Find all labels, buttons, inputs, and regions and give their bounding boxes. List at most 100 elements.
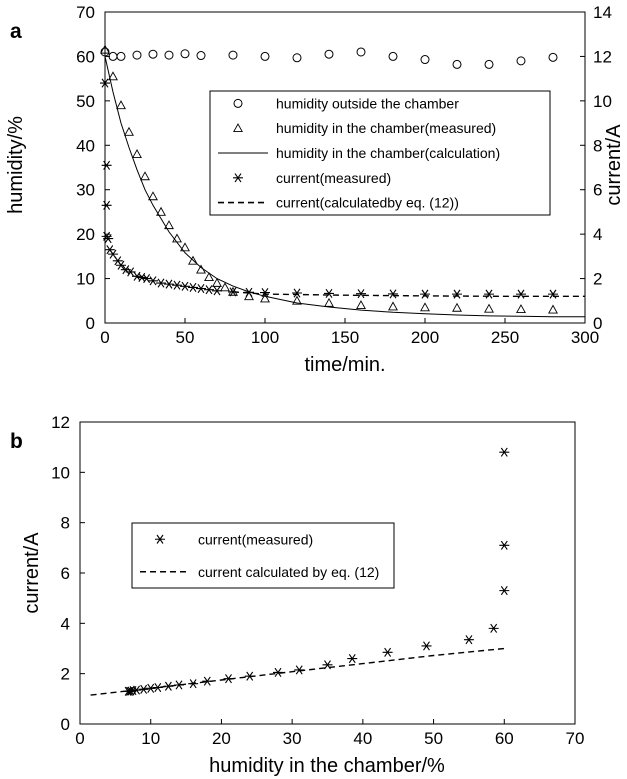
panel-a-legend-label: humidity outside the chamber: [276, 95, 459, 111]
panel-a-x-tick-label: 200: [411, 328, 439, 347]
panel-a-y2-tick-label: 8: [593, 136, 602, 155]
panel-a-data-point-3: [388, 289, 398, 299]
panel-a-data-point-1: [188, 255, 198, 265]
panel-b-x-tick-label: 50: [424, 729, 443, 748]
panel-b-legend-label: current(measured): [198, 531, 313, 547]
panel-a-y-tick-label: 0: [86, 314, 95, 333]
panel-a-data-point-3: [148, 276, 158, 286]
panel-a-panel-label: a: [10, 20, 22, 43]
panel-a-data-point-1: [108, 71, 118, 81]
panel-a-data-point-0: [132, 50, 142, 60]
panel-a-data-point-1: [484, 303, 494, 313]
panel-a-data-point-1: [452, 302, 462, 312]
panel-b-data-point-0: [463, 635, 474, 645]
panel-b-x-tick-label: 20: [212, 729, 231, 748]
panel-a-x-tick-label: 150: [331, 328, 359, 347]
panel-b-data-point-0: [347, 653, 358, 664]
panel-a-data-point-1: [212, 277, 222, 287]
panel-a-data-point-3: [516, 289, 526, 299]
panel-a-data-point-1: [420, 302, 430, 312]
panel-a-data-point-3: [100, 78, 110, 88]
panel-a-data-point-0: [164, 50, 174, 60]
panel-a-data-point-1: [156, 206, 166, 216]
panel-a-data-point-3: [260, 287, 270, 298]
panel-a-legend-marker-3: [233, 173, 243, 183]
panel-a-data-point-1: [100, 44, 110, 54]
panel-a-data-point-0: [516, 56, 526, 66]
panel-a-data-point-0: [388, 51, 398, 61]
panel-b-y-tick-label: 6: [61, 564, 70, 583]
panel-a-y-tick-label: 60: [76, 47, 95, 66]
panel-a-y-tick-label: 40: [76, 136, 95, 155]
panel-a-data-point-3: [420, 289, 430, 299]
panel-a-data-point-3: [452, 289, 462, 299]
panel-a-data-point-0: [108, 51, 118, 61]
panel-a-x-tick-label: 250: [491, 328, 519, 347]
panel-a-y2-tick-label: 6: [593, 181, 602, 200]
panel-a-y2-tick-label: 0: [593, 314, 602, 333]
panel-a-data-point-0: [420, 55, 430, 65]
panel-a-data-point-3: [324, 288, 334, 299]
panel-a-y-tick-label: 10: [76, 270, 95, 289]
panel-b-x-tick-label: 60: [495, 729, 514, 748]
panel-b-data-point-0: [499, 586, 510, 596]
panel-b-data-point-0: [382, 647, 393, 657]
panel-a-data-point-1: [292, 295, 302, 305]
panel-b-data-point-0: [499, 540, 510, 550]
panel-a-data-point-3: [116, 260, 126, 270]
panel-a-data-point-3: [188, 282, 198, 293]
panel-b-y-tick-label: 0: [61, 715, 70, 734]
panel-a-y-tick-label: 50: [76, 92, 95, 111]
panel-a-data-point-3: [101, 200, 112, 210]
panel-a-data-point-1: [388, 301, 398, 311]
panel-a-data-point-1: [124, 126, 134, 136]
panel-a-y2-tick-label: 14: [593, 3, 612, 22]
panel-a-legend-marker-0: [233, 98, 243, 108]
panel-b-y-tick-label: 2: [61, 665, 70, 684]
panel-b-series-line-1: [90, 647, 505, 696]
panel-a-data-point-0: [356, 47, 366, 57]
panel-a-data-point-3: [196, 284, 206, 294]
panel-a-data-point-1: [132, 149, 142, 158]
panel-a-data-point-3: [548, 289, 558, 299]
panel-a-y-tick-label: 30: [76, 181, 95, 200]
panel-b-data-point-0: [421, 641, 432, 651]
panel-a-x-tick-label: 100: [251, 328, 279, 347]
panel-a-data-point-1: [548, 304, 558, 314]
panel-a-legend-label: current(calculatedby eq. (12)): [276, 195, 459, 211]
panel-b-x-tick-label: 0: [75, 729, 84, 748]
panel-a-data-point-3: [212, 286, 222, 296]
panel-a-data-point-3: [141, 274, 152, 284]
panel-b-x-tick-label: 30: [283, 729, 302, 748]
panel-a-y2-tick-label: 4: [593, 225, 602, 244]
panel-b-x-tick-label: 10: [141, 729, 160, 748]
panel-a-data-point-3: [164, 279, 174, 289]
panel-b-y-tick-label: 12: [51, 413, 70, 432]
panel-a-x-tick-label: 50: [176, 328, 195, 347]
panel-b-y-tick-label: 4: [61, 614, 70, 633]
panel-a-data-point-3: [108, 249, 118, 259]
panel-a-y2-tick-label: 2: [593, 270, 602, 289]
panel-a-data-point-1: [180, 242, 190, 252]
panel-a-series-line-4: [232, 291, 585, 297]
panel-a-y2-tick-label: 10: [593, 92, 612, 111]
panel-a-data-point-0: [196, 51, 206, 61]
panel-a-x-tick-label: 300: [571, 328, 599, 347]
panel-a-data-point-1: [148, 191, 158, 201]
panel-a-data-point-1: [324, 297, 334, 307]
panel-b-y-tick-label: 10: [51, 463, 70, 482]
panel-a-y-tick-label: 20: [76, 225, 95, 244]
panel-a-y2-tick-label: 12: [593, 47, 612, 66]
panel-a-data-point-0: [180, 49, 190, 59]
panel-a-data-point-0: [228, 50, 238, 60]
panel-a-data-point-3: [204, 285, 214, 295]
panel-a-legend-marker-1: [233, 123, 243, 133]
panel-a-data-point-3: [484, 289, 494, 299]
panel-b-x-axis-label: humidity in the chamber/%: [209, 755, 445, 777]
panel-b-x-tick-label: 70: [566, 729, 585, 748]
panel-a-data-point-0: [548, 52, 558, 62]
panel-b-legend-label: current calculated by eq. (12): [198, 564, 379, 580]
panel-a-data-point-3: [356, 289, 366, 299]
panel-a-data-point-3: [172, 280, 182, 290]
